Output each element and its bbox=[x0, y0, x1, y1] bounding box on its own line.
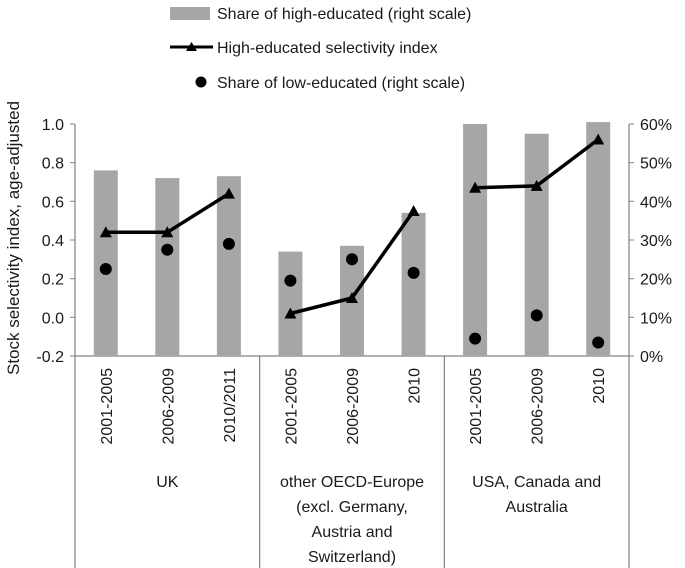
x-tick-label: 2010 bbox=[407, 368, 424, 404]
x-tick-label: 2010 bbox=[591, 368, 608, 404]
group-label: Australia bbox=[506, 499, 568, 516]
group-label: Austria and bbox=[312, 524, 393, 541]
line-marker bbox=[99, 226, 112, 238]
dot bbox=[284, 274, 297, 287]
x-tick-label: 2006-2009 bbox=[345, 368, 362, 445]
y-tick-label-right: 0% bbox=[640, 349, 663, 366]
x-tick-label: 2001-2005 bbox=[468, 368, 485, 445]
x-tick-label: 2010/2011 bbox=[222, 368, 239, 443]
y-tick-label-left: 0.8 bbox=[42, 156, 64, 173]
bar bbox=[401, 212, 426, 356]
y-tick-label-right: 60% bbox=[640, 117, 672, 134]
dot bbox=[99, 263, 112, 275]
y-tick-label-right: 20% bbox=[640, 272, 672, 289]
x-tick-label: 2006-2009 bbox=[530, 368, 547, 445]
legend-dot-label: Share of low-educated (right scale) bbox=[217, 75, 465, 92]
y-tick-label-left: 0.0 bbox=[42, 310, 64, 327]
line-marker bbox=[530, 179, 543, 191]
bar bbox=[216, 176, 241, 356]
legend-bar-swatch bbox=[170, 7, 210, 20]
bar-series bbox=[93, 122, 611, 356]
dot bbox=[530, 309, 543, 322]
y-tick-label-left: 1.0 bbox=[42, 117, 64, 134]
x-tick-label: 2001-2005 bbox=[283, 368, 300, 445]
y-tick-label-right: 30% bbox=[640, 233, 672, 250]
bar bbox=[524, 133, 549, 356]
dot bbox=[161, 243, 174, 256]
dot bbox=[469, 332, 482, 345]
group-label: UK bbox=[156, 474, 179, 491]
line-marker bbox=[161, 226, 174, 238]
bar bbox=[463, 124, 488, 356]
y-tick-label-right: 50% bbox=[640, 156, 672, 173]
bar bbox=[586, 122, 611, 356]
group-label: USA, Canada and bbox=[472, 474, 601, 491]
y-axis-title: Stock selectivity index, age-adjusted bbox=[4, 101, 23, 375]
axis-labels: -0.2 0.0 0.2 0.4 0.6 0.8 1.0 0% 10% 20% 30% 40% 50% 6… bbox=[36, 117, 672, 566]
line-marker bbox=[222, 187, 235, 199]
y-tick-label-left: 0.6 bbox=[42, 194, 64, 211]
y-tick-label-left: 0.4 bbox=[42, 233, 64, 250]
group-label: (excl. Germany, bbox=[296, 499, 408, 516]
dot bbox=[592, 336, 605, 349]
line-marker bbox=[346, 292, 358, 303]
legend-bar-label: Share of high-educated (right scale) bbox=[217, 6, 471, 23]
dot-series bbox=[99, 237, 605, 349]
y-tick-label-left: 0.2 bbox=[42, 272, 64, 289]
line-marker bbox=[407, 205, 420, 216]
y-tick-label-left: -0.2 bbox=[36, 349, 64, 366]
line-marker bbox=[284, 307, 297, 319]
legend-line-marker bbox=[186, 42, 197, 51]
y-tick-label-right: 10% bbox=[640, 310, 672, 327]
y-tick-label-right: 40% bbox=[640, 194, 672, 211]
line-series bbox=[99, 133, 605, 319]
dot bbox=[222, 237, 235, 250]
group-label: other OECD-Europe bbox=[280, 474, 424, 491]
dot bbox=[407, 266, 420, 279]
bar bbox=[278, 251, 303, 356]
group-label: Switzerland) bbox=[308, 549, 396, 566]
bar bbox=[155, 178, 180, 356]
line-marker bbox=[469, 181, 482, 193]
legend: Share of high-educated (right scale) Hig… bbox=[170, 6, 471, 92]
dot bbox=[346, 253, 358, 266]
legend-dot-swatch bbox=[195, 76, 207, 88]
x-tick-label: 2001-2005 bbox=[99, 368, 116, 445]
x-tick-label: 2006-2009 bbox=[160, 368, 177, 445]
line-marker bbox=[592, 133, 605, 145]
legend-line-label: High-educated selectivity index bbox=[217, 40, 438, 57]
